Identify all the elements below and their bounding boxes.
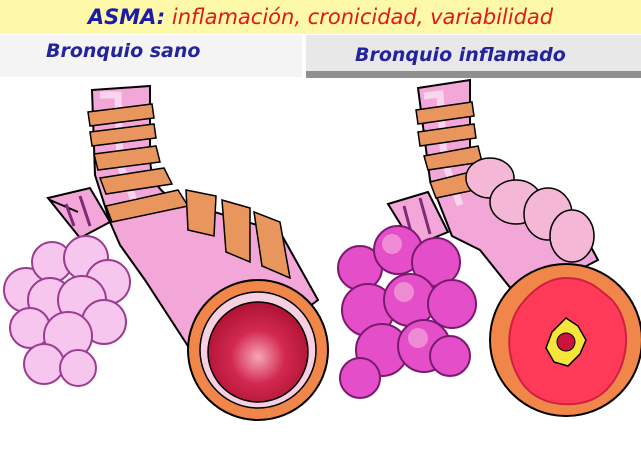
healthy-lumen [207,301,309,403]
inflamed-bronchus-label: Bronquio inflamado [355,44,566,66]
inflamed-cross-section [489,263,641,417]
title-main: ASMA: [87,5,166,29]
inflamed-lumen [556,332,576,352]
healthy-alveoli [3,235,131,387]
title-subtitle: inflamación, cronicidad, variabilidad [165,5,554,29]
inflamed-cartilage-bands [415,101,496,199]
left-label-band [0,35,302,77]
healthy-cross-section [187,279,329,421]
right-label-band [306,35,641,78]
inflamed-alveoli [337,225,477,399]
healthy-cartilage-bands [87,103,291,280]
healthy-bronchus-label: Bronquio sano [46,40,201,62]
inflamed-bronchus [337,78,641,417]
title-bar: ASMA: inflamación, cronicidad, variabili… [0,0,641,34]
inflamed-swelling [465,157,595,263]
healthy-bronchus [3,84,329,421]
